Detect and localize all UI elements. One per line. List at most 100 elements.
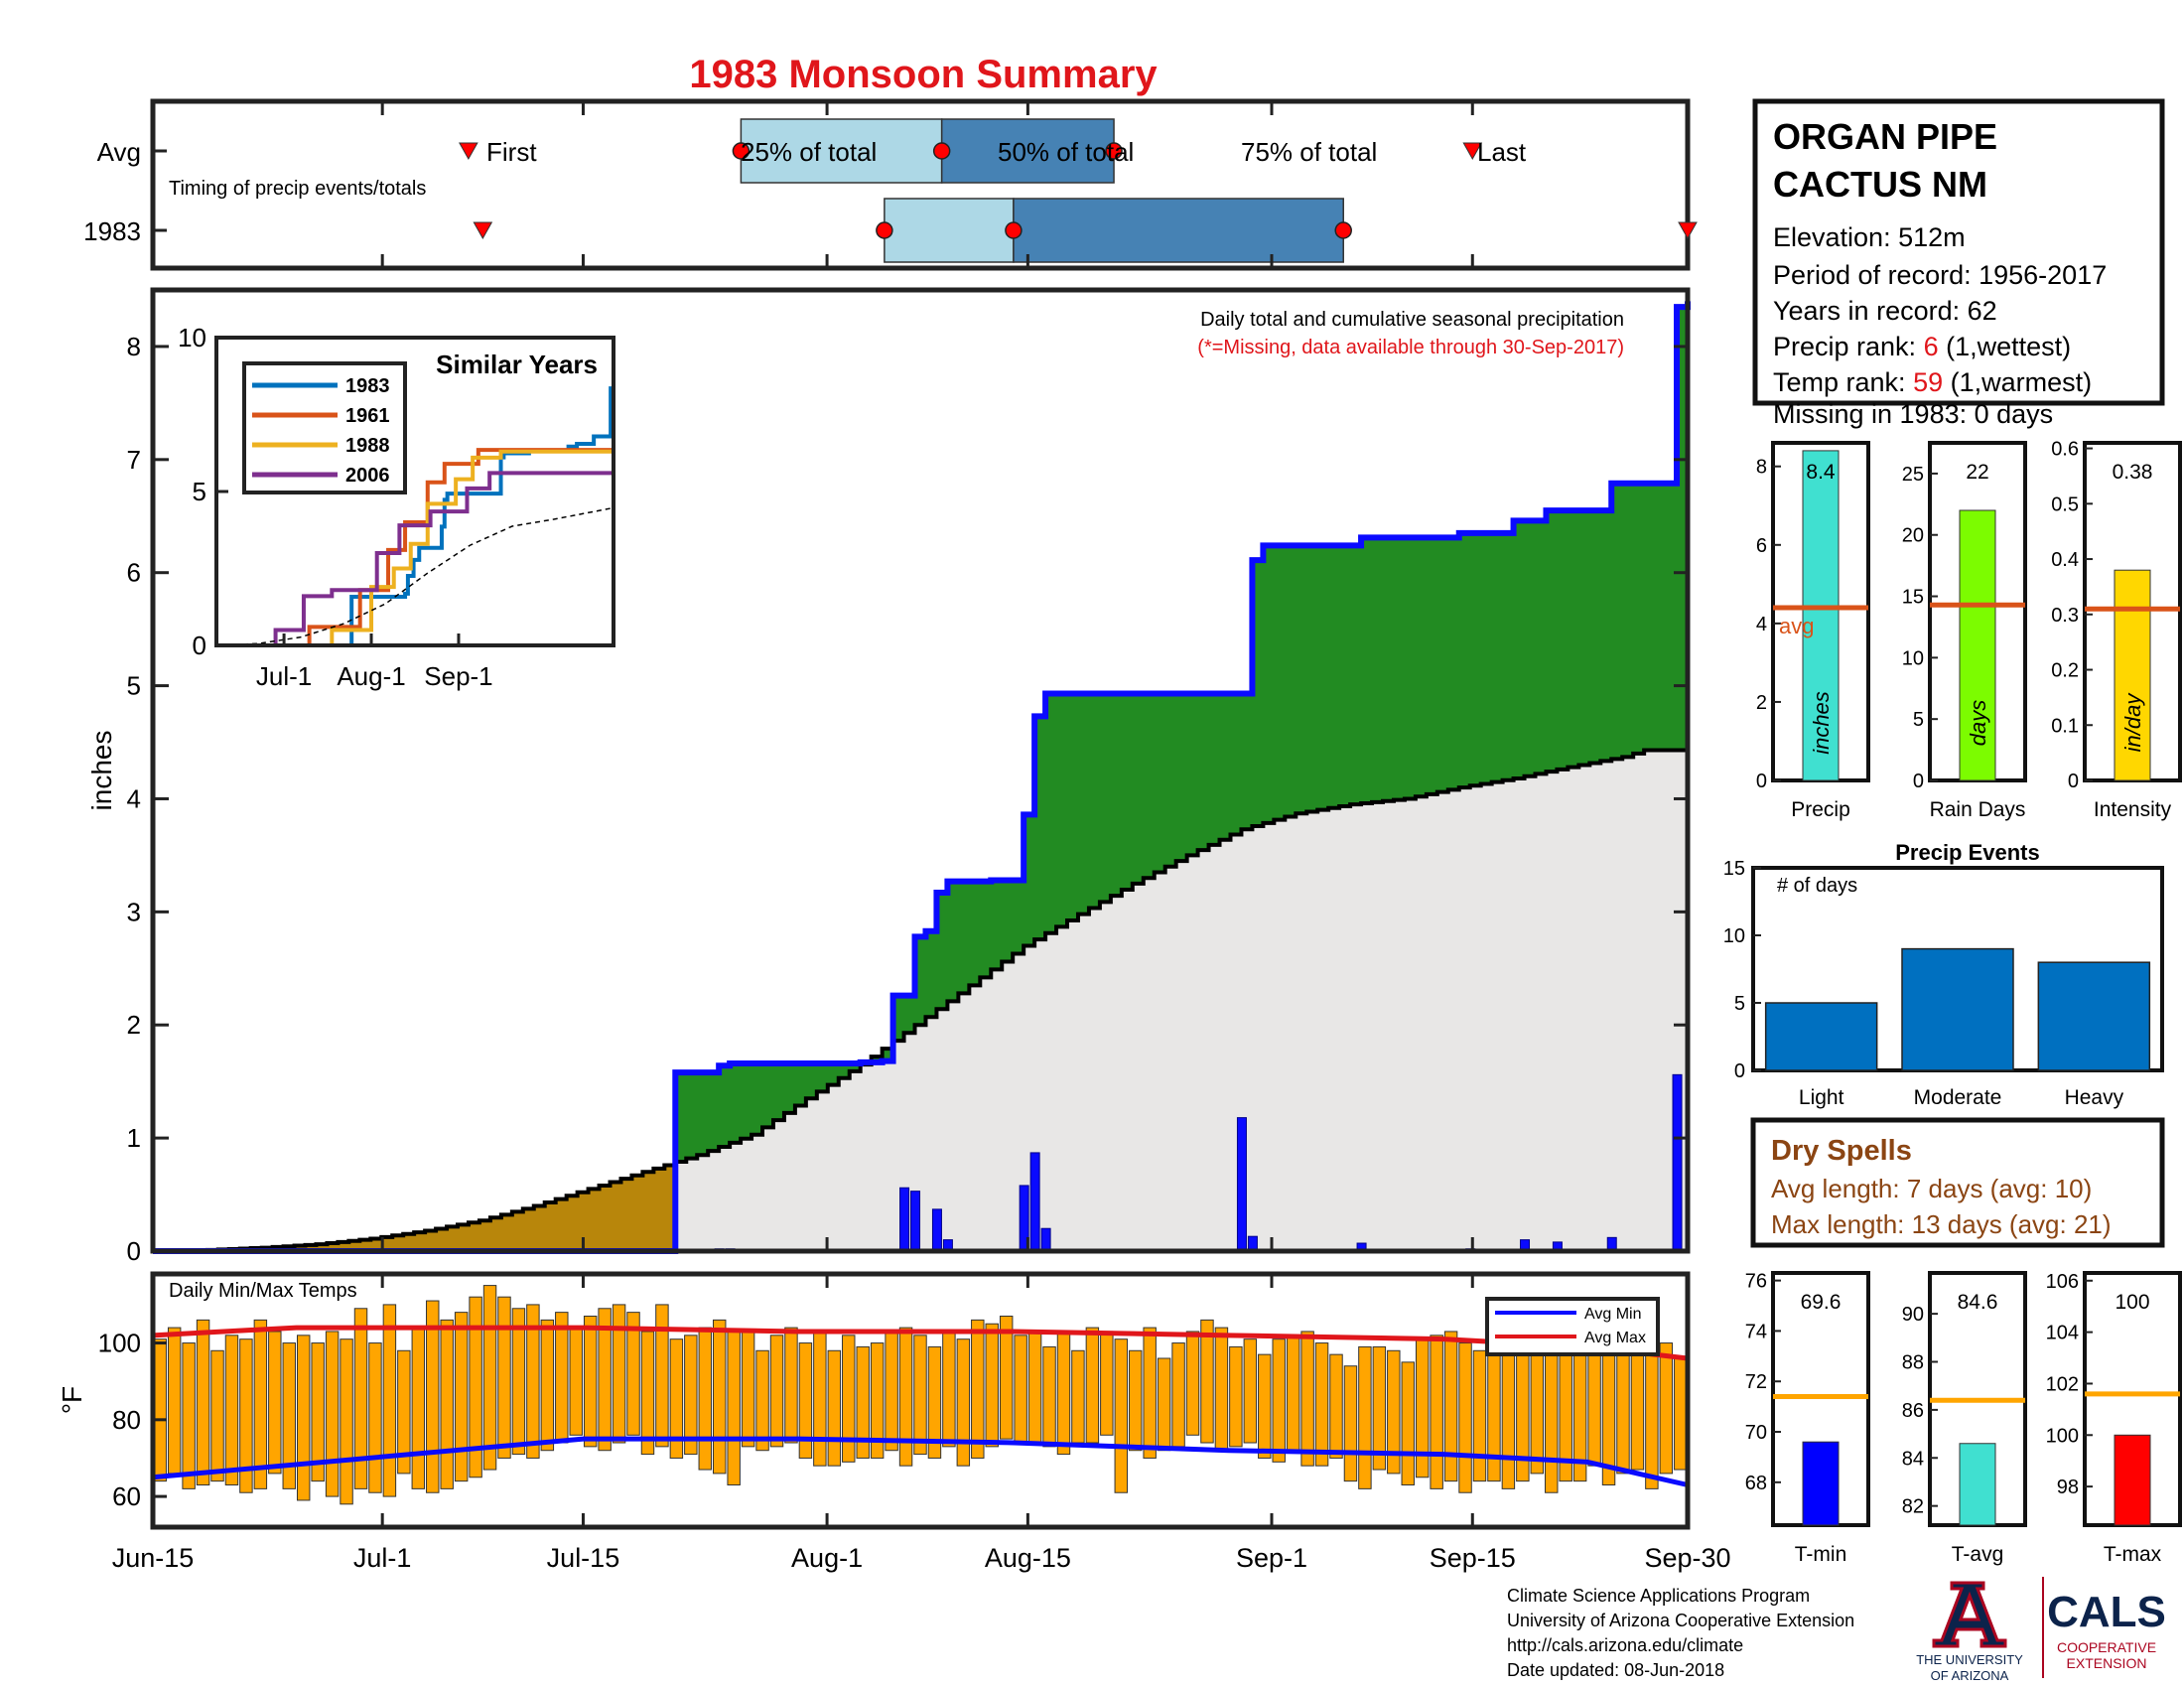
- temp-bar-17: [397, 1349, 411, 1475]
- temp-bar-20: [440, 1319, 454, 1489]
- inset-ytick-label-1: 5: [193, 477, 206, 506]
- avg-marker-50: [932, 142, 951, 160]
- temp-bar-44: [784, 1327, 798, 1444]
- inset-legend-label-1983: 1983: [345, 375, 390, 397]
- avg-min-line: [152, 1436, 1689, 1487]
- temp-bar-21: [454, 1312, 469, 1482]
- temp-bar-61: [1027, 1331, 1042, 1444]
- precip-events-chart: Precip Events # of days Light Moderate Hea…: [1723, 840, 2164, 1109]
- temp-bar-49: [856, 1345, 870, 1459]
- temp-bar-10: [296, 1335, 311, 1501]
- footer-line4: Date updated: 08-Jun-2018: [1507, 1660, 1724, 1680]
- precip-summary-category-0: Precip: [1791, 798, 1850, 821]
- temp-bar-27: [540, 1319, 555, 1452]
- temp-bar-91: [1458, 1342, 1472, 1493]
- temp-bar-29: [569, 1327, 583, 1436]
- university-of-arizona-logo: THE UNIVERSITY OF ARIZONA: [1916, 1581, 2023, 1683]
- daily-precip-bar-16: [1672, 1073, 1683, 1252]
- cumulative-1983-line: [153, 301, 1691, 1254]
- precip-ytick-label-0: 0: [127, 1236, 141, 1266]
- temp-bar-22: [469, 1296, 482, 1478]
- dry-spells-title: Dry Spells: [1771, 1135, 1912, 1167]
- temp-bar-13: [340, 1338, 353, 1505]
- temp-summary-ytick-label-0-0: 68: [1745, 1473, 1767, 1494]
- timing-panel: Avg 1983 Timing of precip events/totals …: [83, 98, 1698, 271]
- temp-summary-ytick-label-0-4: 76: [1745, 1271, 1767, 1293]
- temp-summary-value-label-2: 100: [2115, 1291, 2149, 1314]
- temp-bar-77: [1258, 1353, 1272, 1459]
- inset-series-1988: [216, 449, 614, 647]
- events-category-light: Light: [1799, 1086, 1844, 1109]
- temp-summary-ytick-label-0-1: 70: [1745, 1422, 1767, 1444]
- temp-bar-24: [497, 1296, 511, 1459]
- temp-bar-102: [1616, 1345, 1630, 1475]
- temp-summary-ytick-label-1-0: 82: [1902, 1496, 1924, 1518]
- station-frame: [1752, 98, 2165, 406]
- temp-bar-71: [1171, 1342, 1185, 1448]
- temp-summary-ytick-label-1-2: 86: [1902, 1400, 1924, 1422]
- temp-summary-ytick-label-1-3: 88: [1902, 1352, 1924, 1374]
- events-ytick-label-0: 0: [1734, 1060, 1745, 1082]
- temp-bar-9: [282, 1342, 296, 1489]
- temp-bar-48: [842, 1335, 856, 1463]
- avg-marker-75: [1105, 142, 1123, 160]
- temp-bar-36: [669, 1338, 684, 1459]
- temp-bar-18: [411, 1327, 426, 1489]
- temp-bar-69: [1143, 1327, 1157, 1459]
- footer-line1: Climate Science Applications Program: [1507, 1586, 1810, 1606]
- temp-bar-82: [1329, 1353, 1343, 1459]
- temp-bar-39: [712, 1319, 727, 1475]
- deficit-area: [153, 1162, 676, 1251]
- timing-75-label: 75% of total: [1241, 137, 1377, 167]
- temp-bar-74: [1214, 1327, 1229, 1452]
- year-marker-75: [1334, 221, 1352, 239]
- temp-bar-6: [239, 1338, 253, 1493]
- precip-summary-ytick-label-0-3: 6: [1756, 535, 1767, 557]
- temp-bar-66: [1100, 1331, 1114, 1436]
- temp-bar-80: [1300, 1331, 1314, 1467]
- events-ytick-label-1: 5: [1734, 993, 1745, 1015]
- temp-bar-26: [526, 1304, 540, 1459]
- date-tick-label-4: Aug-15: [985, 1543, 1071, 1573]
- date-tick-label-0: Jun-15: [112, 1543, 195, 1573]
- events-bar-moderate: [1901, 947, 2014, 1071]
- precip-summary-ytick-label-2-0: 0: [2068, 771, 2079, 792]
- temp-bar-43: [769, 1335, 784, 1448]
- temp-bar-23: [482, 1285, 497, 1471]
- temp-bar-30: [583, 1316, 598, 1448]
- temp-bar-84: [1358, 1345, 1372, 1489]
- legend-avg-max-label: Avg Max: [1584, 1330, 1646, 1346]
- footer-line2: University of Arizona Cooperative Extens…: [1507, 1611, 1854, 1630]
- temp-bar-46: [813, 1331, 827, 1467]
- precip-summary-category-2: Intensity: [2094, 798, 2172, 821]
- temp-bar-12: [325, 1331, 340, 1497]
- figure-title: 1983 Monsoon Summary: [689, 53, 1158, 96]
- year-q1-box: [884, 198, 1015, 263]
- precip-frame: [150, 287, 1691, 1254]
- daily-precip-bar-9: [1236, 1117, 1247, 1252]
- temp-bar-33: [626, 1312, 640, 1436]
- temp-bar-7: [253, 1319, 268, 1489]
- station-name-line2: CACTUS NM: [1773, 164, 1987, 205]
- temp-bar-56: [956, 1338, 971, 1467]
- date-tick-label-2: Jul-15: [547, 1543, 620, 1573]
- temp-summary-value-label-0: 69.6: [1801, 1291, 1842, 1314]
- inset-legend-label-1988: 1988: [345, 435, 390, 457]
- precip-summary-avg-label: avg: [1779, 614, 1814, 638]
- events-bar-heavy: [2037, 961, 2151, 1071]
- temp-bar-2: [182, 1342, 196, 1489]
- precip-summary-bar-0: [1802, 450, 1840, 781]
- temp-ytick-label-2: 100: [98, 1329, 141, 1358]
- timing-25-label: 25% of total: [741, 137, 877, 167]
- events-category-heavy: Heavy: [2065, 1086, 2124, 1109]
- station-name-line1: ORGAN PIPE: [1773, 116, 1997, 157]
- temp-legend-box: [1485, 1297, 1660, 1356]
- temp-bar-3: [196, 1319, 210, 1486]
- temp-ytick-label-0: 60: [112, 1481, 141, 1511]
- ua-logo-line1: THE UNIVERSITY: [1916, 1652, 2023, 1667]
- year-q2-box: [1013, 198, 1344, 263]
- timing-last-label: Last: [1477, 137, 1527, 167]
- events-category-moderate: Moderate: [1914, 1086, 2002, 1109]
- daily-precip-bar-7: [1029, 1152, 1040, 1252]
